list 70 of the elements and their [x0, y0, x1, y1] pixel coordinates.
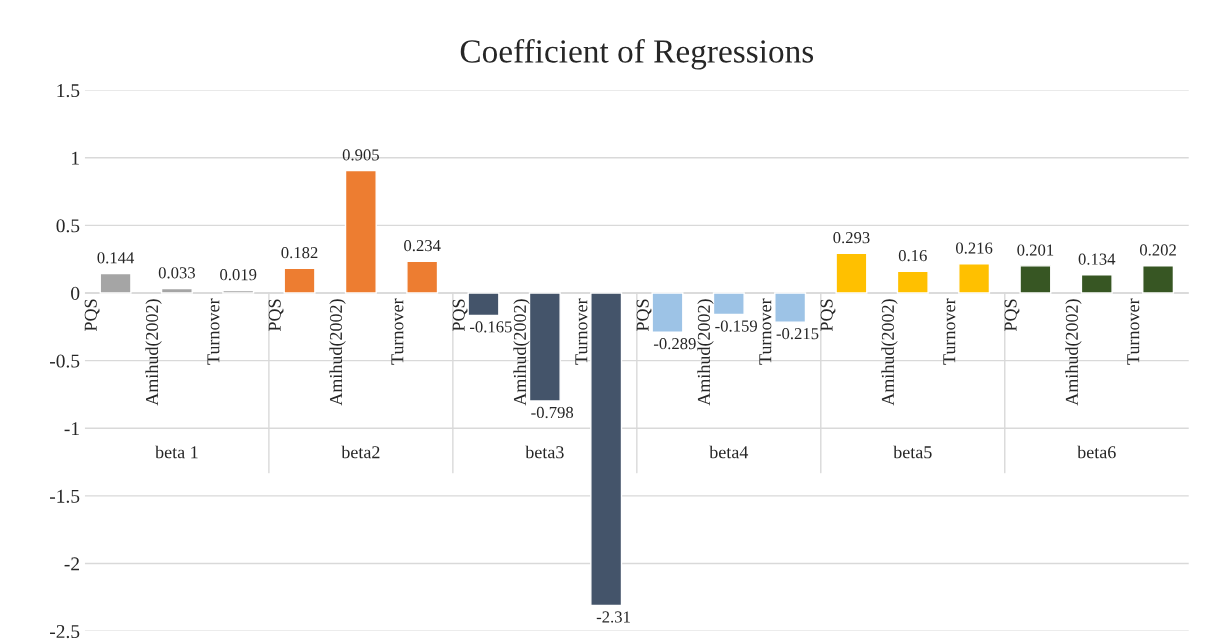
annotation: beta3	[525, 445, 564, 459]
data-label: 0.216	[955, 242, 993, 254]
annotation: beta6	[1077, 445, 1116, 459]
x-tick-label: Amihud(2002)	[329, 299, 346, 406]
data-label: 0.201	[1017, 244, 1054, 256]
x-tick-label: Amihud(2002)	[145, 299, 162, 406]
x-tick-label: Amihud(2002)	[513, 299, 530, 406]
data-label: 0.019	[220, 269, 257, 281]
bar	[1142, 265, 1175, 294]
y-tick-label: 0	[71, 286, 80, 300]
x-tick-label: PQS	[452, 299, 468, 332]
x-tick-label: PQS	[636, 299, 652, 332]
data-label: 0.033	[158, 267, 195, 279]
bar	[528, 292, 561, 402]
x-tick-label: PQS	[820, 299, 836, 332]
bar	[958, 263, 991, 294]
annotation: beta4	[709, 445, 749, 459]
data-label: -0.289	[653, 338, 696, 350]
annotation: beta 1	[155, 445, 198, 459]
data-label: -0.215	[776, 327, 819, 340]
x-tick-label: PQS	[84, 299, 100, 332]
bar	[835, 252, 868, 294]
bar	[1019, 265, 1052, 294]
data-label: 0.16	[898, 249, 927, 262]
data-label: -0.159	[715, 320, 758, 332]
data-label: 0.202	[1139, 244, 1176, 256]
x-tick-label: Amihud(2002)	[881, 299, 898, 406]
x-tick-label: PQS	[1004, 299, 1020, 332]
bar	[160, 287, 193, 294]
bar	[1080, 274, 1113, 294]
data-label: -0.798	[531, 406, 574, 419]
x-tick-label: PQS	[268, 299, 284, 332]
data-label: 0.134	[1078, 253, 1116, 265]
y-tick-label: 0.5	[56, 219, 80, 233]
y-tick-label: -2.5	[49, 624, 80, 639]
bar	[406, 260, 439, 294]
y-tick-label: -1	[64, 422, 79, 436]
data-label: 0.182	[281, 247, 318, 259]
y-tick-label: 1	[72, 151, 79, 165]
bar	[283, 267, 316, 294]
bar	[99, 272, 132, 294]
x-tick-label: Turnover	[391, 298, 404, 365]
bar	[651, 292, 684, 333]
bar	[590, 292, 623, 607]
bar	[896, 270, 929, 294]
y-tick-label: -0.5	[49, 354, 80, 368]
bar	[712, 292, 745, 316]
chart-title: Coefficient of Regressions	[460, 38, 814, 70]
x-tick-label: Turnover	[1127, 298, 1140, 365]
x-tick-label: Turnover	[575, 298, 588, 365]
bar	[774, 292, 807, 323]
data-label: 0.144	[97, 252, 135, 264]
x-tick-label: Turnover	[943, 298, 956, 365]
data-label: 0.905	[342, 149, 379, 161]
x-tick-label: Amihud(2002)	[1065, 299, 1082, 406]
annotation: beta2	[341, 445, 380, 459]
bar	[467, 292, 500, 317]
data-label: -0.165	[469, 321, 512, 333]
y-tick-label: -1.5	[49, 489, 80, 503]
data-label: 0.234	[404, 239, 441, 252]
x-tick-label: Amihud(2002)	[697, 299, 714, 406]
x-tick-label: Turnover	[207, 298, 220, 365]
y-tick-label: 1.5	[57, 84, 80, 98]
data-label: -2.31	[596, 611, 630, 623]
data-label: 0.293	[833, 232, 870, 244]
bar	[344, 169, 377, 294]
bar	[222, 289, 255, 294]
y-tick-label: -2	[64, 557, 79, 571]
x-tick-label: Turnover	[759, 298, 772, 365]
annotation: beta5	[893, 445, 932, 459]
